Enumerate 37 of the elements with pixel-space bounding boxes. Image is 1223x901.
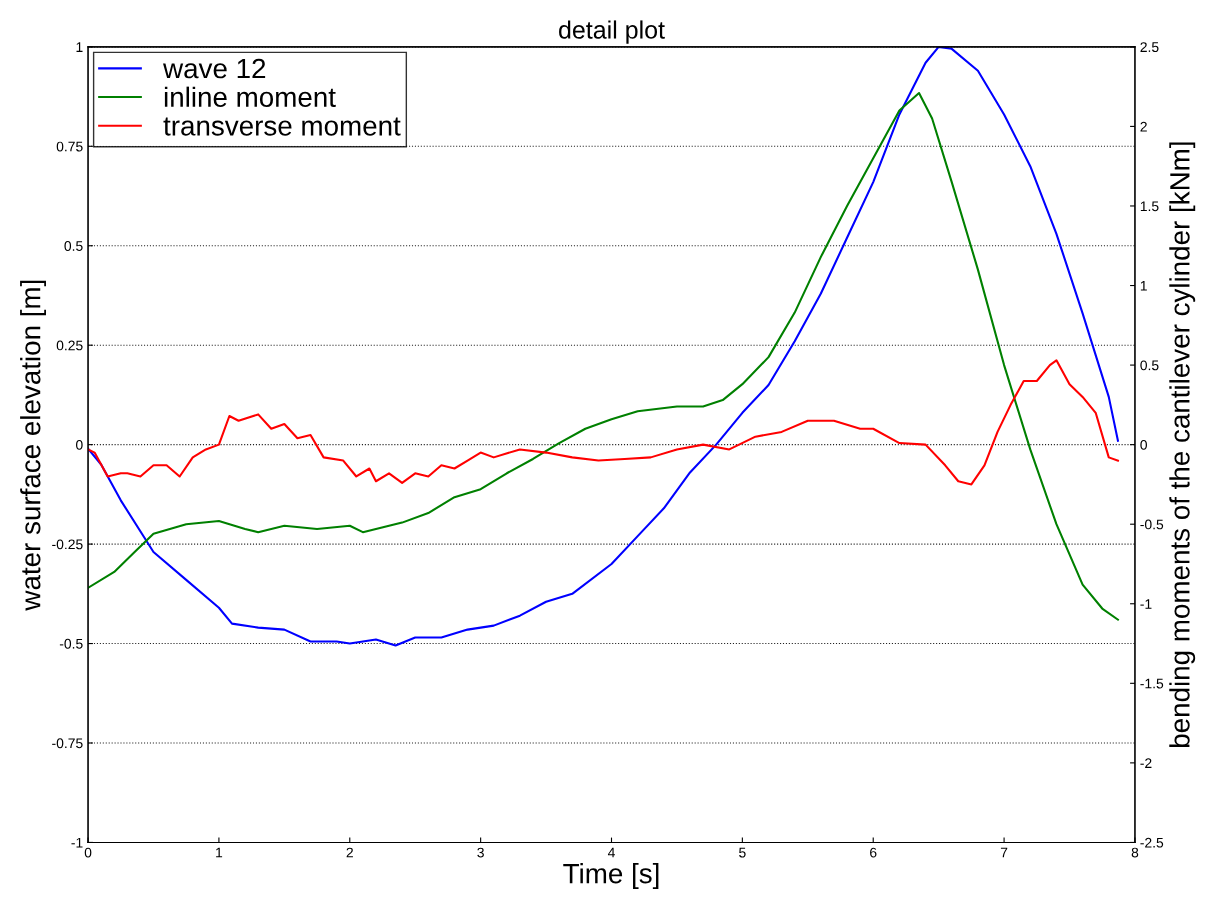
y2-axis-title: bending moments of the cantilever cylinder [kNm] [1169, 142, 1196, 747]
x-tick-label: 0 [84, 847, 92, 858]
y2-tick-label: 0.5 [1140, 360, 1159, 371]
y-tick-label: 0.75 [56, 141, 83, 152]
x-tick-label: 7 [1000, 847, 1008, 858]
y2-tick-label: -1.5 [1140, 678, 1164, 689]
y-tick-label: 0.5 [64, 241, 83, 251]
x-tick-label: 4 [607, 847, 615, 858]
legend-label: wave 12 [163, 58, 266, 79]
x-tick-label: 3 [477, 847, 484, 858]
y-tick-label: 0 [76, 439, 83, 450]
legend-label: inline moment [164, 86, 336, 108]
x-tick-label: 1 [216, 847, 223, 858]
y2-tick-label: -0.5 [1140, 519, 1164, 530]
legend-label: transverse moment [163, 117, 401, 136]
y-tick-label: -0.75 [52, 738, 83, 749]
x-tick-label: 8 [1131, 847, 1139, 858]
y-tick-label: 0.25 [56, 340, 83, 351]
y-tick-label: -0.25 [52, 539, 83, 550]
y-tick-label: 1 [76, 42, 83, 52]
y-axis-title: water surface elevation [m] [20, 280, 46, 611]
chart-title: detail plot [559, 20, 665, 44]
x-tick-label: 6 [870, 847, 877, 858]
y2-tick-label: 2.5 [1140, 42, 1159, 53]
line-series [88, 359, 1119, 486]
y2-tick-label: -1 [1140, 599, 1152, 609]
x-tick-label: 2 [346, 847, 353, 858]
y-tick-label: -0.5 [59, 638, 83, 649]
y2-tick-label: -2 [1140, 758, 1152, 768]
y2-tick-label: 2 [1140, 121, 1147, 132]
y2-tick-label: 1.5 [1140, 201, 1159, 212]
x-axis-title: Time [s] [563, 863, 659, 889]
y-tick-label: -1 [71, 837, 83, 848]
y2-tick-label: 1 [1140, 281, 1147, 291]
y2-tick-label: 0 [1140, 439, 1147, 450]
x-tick-label: 5 [739, 847, 746, 858]
y2-tick-label: -2.5 [1140, 837, 1164, 848]
